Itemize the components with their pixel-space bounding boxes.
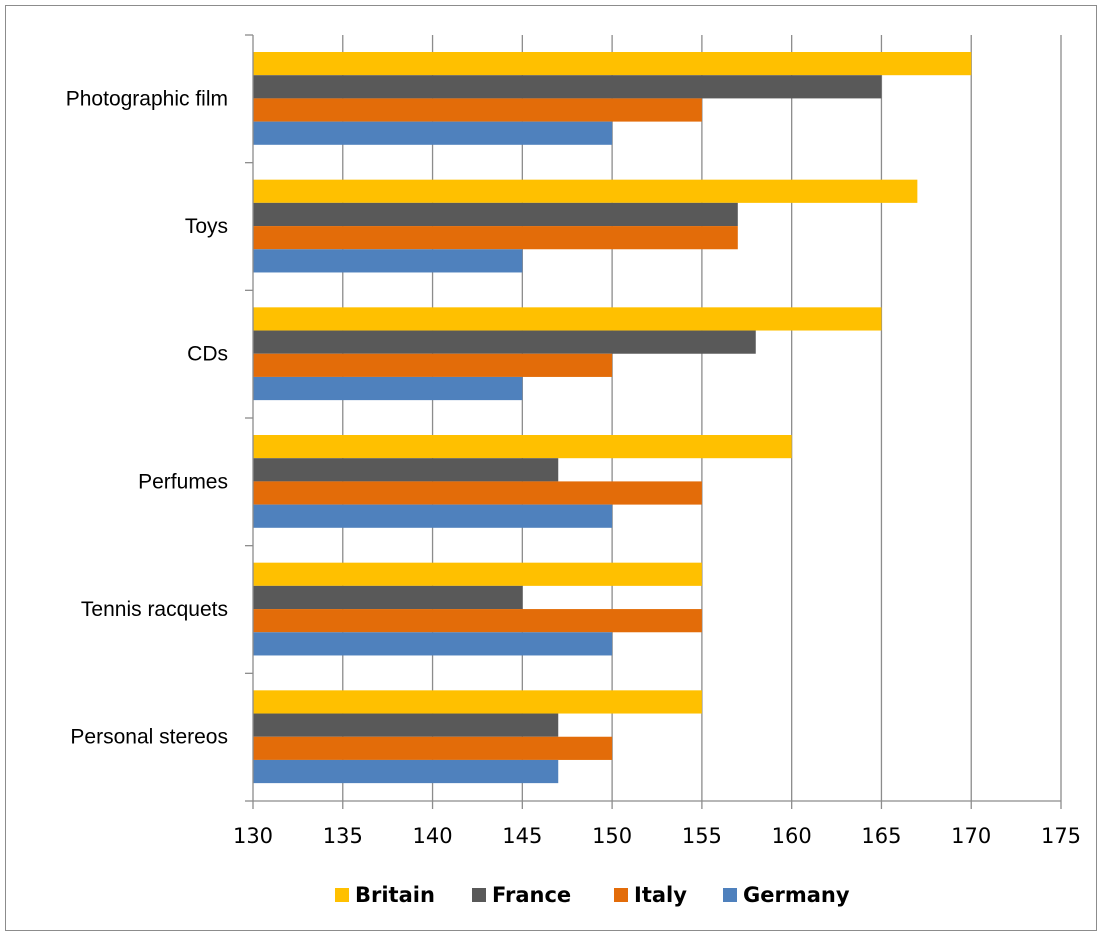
bar-italy <box>253 353 613 377</box>
legend-label-italy: Italy <box>634 883 687 907</box>
legend-swatch-italy <box>614 888 628 902</box>
bar-britain <box>253 179 918 203</box>
x-tick-label: 150 <box>592 824 632 848</box>
x-tick-label: 160 <box>772 824 812 848</box>
bar-italy <box>253 609 702 633</box>
bar-britain <box>253 562 702 586</box>
x-tick-label: 175 <box>1041 824 1081 848</box>
legend-swatch-britain <box>335 888 349 902</box>
legend-label-france: France <box>492 883 571 907</box>
bar-france <box>253 458 559 482</box>
legend-swatch-france <box>472 888 486 902</box>
category-label: Tennis racquets <box>81 598 228 621</box>
bar-germany <box>253 376 523 401</box>
category-label: Perfumes <box>138 470 228 493</box>
legend-label-germany: Germany <box>743 883 850 907</box>
bar-italy <box>253 226 738 250</box>
bar-germany <box>253 632 613 656</box>
bar-france <box>253 330 756 354</box>
x-tick-label: 145 <box>502 824 542 848</box>
category-label: Personal stereos <box>70 726 228 749</box>
x-tick-label: 165 <box>861 824 901 848</box>
legend-label-britain: Britain <box>355 883 435 907</box>
bar-germany <box>253 759 559 784</box>
bar-britain <box>253 52 972 76</box>
bar-france <box>253 713 559 737</box>
bar-italy <box>253 98 702 122</box>
category-label: CDs <box>187 343 228 366</box>
bar-britain <box>253 307 882 331</box>
category-label: Toys <box>185 215 228 238</box>
x-tick-label: 130 <box>233 824 273 848</box>
bar-germany <box>253 249 523 273</box>
legend-swatch-germany <box>723 888 737 902</box>
x-tick-label: 170 <box>951 824 991 848</box>
bar-france <box>253 202 738 227</box>
x-tick-label: 135 <box>323 824 363 848</box>
x-tick-label: 155 <box>682 824 722 848</box>
bar-germany <box>253 504 613 528</box>
bar-italy <box>253 736 613 760</box>
bar-france <box>253 75 882 99</box>
bar-britain <box>253 690 702 714</box>
x-tick-label: 140 <box>413 824 453 848</box>
bar-italy <box>253 481 702 505</box>
bar-germany <box>253 121 613 145</box>
category-label: Photographic film <box>66 87 228 110</box>
bar-britain <box>253 435 792 459</box>
bar-france <box>253 585 523 610</box>
